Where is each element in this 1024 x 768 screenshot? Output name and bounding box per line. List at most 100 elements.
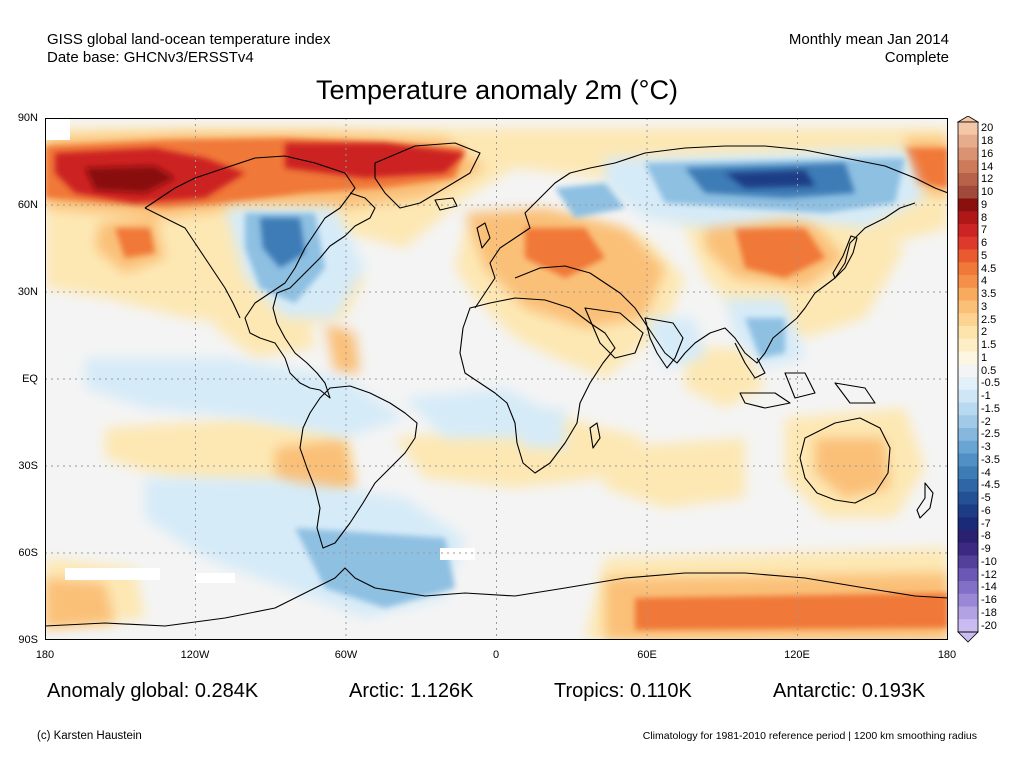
colorbar-swatch (958, 147, 978, 161)
stat-global: Anomaly global: 0.284K (47, 680, 259, 702)
colorbar-swatch (958, 530, 978, 544)
graticule (45, 118, 948, 640)
coastlines (45, 142, 948, 627)
colorbar-label: -2.5 (981, 428, 1000, 441)
colorbar-swatch (958, 236, 978, 250)
colorbar-label: -18 (981, 606, 997, 619)
period-label: Monthly mean Jan 2014 (788, 31, 949, 48)
colorbar-label: 20 (981, 122, 994, 135)
colorbar-swatch (958, 198, 978, 212)
lat-label-90n: 90N (17, 112, 38, 124)
lon-label-180e: 180 (937, 649, 957, 661)
colorbar-label: -1.5 (981, 402, 1000, 415)
colorbar-label: 16 (981, 147, 994, 160)
colorbar-label: -12 (981, 568, 997, 581)
lon-label-60e: 60E (637, 649, 657, 661)
colorbar-swatch (958, 275, 978, 289)
map-frame (45, 118, 948, 640)
stat-tropics: Tropics: 0.110K (554, 680, 692, 702)
colorbar-label: -8 (981, 530, 991, 543)
colorbar-swatch (958, 211, 978, 225)
colorbar-label: 5 (981, 249, 988, 262)
colorbar-swatch (958, 262, 978, 276)
lon-label-0: 0 (492, 649, 500, 661)
colorbar-cap-top (956, 116, 980, 123)
lat-label-30s: 30S (18, 460, 38, 472)
colorbar-swatch (958, 122, 978, 136)
colorbar-label: 1.5 (981, 339, 997, 352)
data-base-label: Date base: GHCNv3/ERSSTv4 (47, 49, 254, 66)
colorbar-swatch (958, 389, 978, 403)
colorbar-label: -1 (981, 390, 991, 403)
colorbar-label: 3 (981, 300, 988, 313)
colorbar-label: 7 (981, 224, 988, 237)
colorbar-label: -4 (981, 466, 991, 479)
colorbar-label: 8 (981, 211, 988, 224)
colorbar-label: 12 (981, 173, 994, 186)
map-title: Temperature anomaly 2m (°C) (316, 75, 678, 105)
colorbar-label: 18 (981, 135, 994, 148)
lat-label-eq: EQ (22, 373, 38, 385)
colorbar-swatch (958, 517, 978, 531)
colorbar-label: 4 (981, 275, 988, 288)
colorbar-label: -7 (981, 517, 991, 530)
colorbar-swatch (958, 581, 978, 595)
colorbar-swatch (958, 224, 978, 238)
colorbar-label: 2 (981, 326, 988, 339)
colorbar-swatch (958, 453, 978, 467)
lon-label-120e: 120E (784, 649, 810, 661)
stat-arctic: Arctic: 1.126K (349, 680, 474, 702)
colorbar-swatch (958, 440, 978, 454)
credit-text: (c) Karsten Haustein (37, 730, 142, 742)
colorbar-label: -0.5 (981, 377, 1000, 390)
dataset-title: GISS global land-ocean temperature index (47, 31, 331, 48)
colorbar-swatch (958, 619, 978, 633)
colorbar-label: 6 (981, 237, 988, 250)
colorbar-label: -14 (981, 581, 997, 594)
climatology-note: Climatology for 1981-2010 reference peri… (642, 730, 977, 742)
colorbar-label: -16 (981, 594, 997, 607)
lat-label-90s: 90S (18, 634, 38, 646)
colorbar-label: 3.5 (981, 288, 997, 301)
colorbar-label: 0.5 (981, 364, 997, 377)
colorbar (956, 116, 980, 643)
colorbar-swatch (958, 428, 978, 442)
colorbar-label: -4.5 (981, 479, 1000, 492)
colorbar-swatch (958, 326, 978, 340)
colorbar-label: -2 (981, 415, 991, 428)
colorbar-swatch (958, 491, 978, 505)
colorbar-swatch (958, 568, 978, 582)
colorbar-swatch (958, 606, 978, 620)
colorbar-swatch (958, 173, 978, 187)
colorbar-cap-bottom (957, 631, 979, 643)
colorbar-swatch (958, 479, 978, 493)
colorbar-swatch (958, 185, 978, 199)
colorbar-swatch (958, 134, 978, 148)
colorbar-label: 4.5 (981, 262, 997, 275)
colorbar-swatch (958, 555, 978, 569)
lat-label-30n: 30N (17, 286, 38, 298)
lon-label-180w: 180 (35, 649, 55, 661)
colorbar-swatch (958, 313, 978, 327)
colorbar-swatch (958, 377, 978, 391)
colorbar-swatch (958, 402, 978, 416)
colorbar-swatch (958, 415, 978, 429)
temperature-anomaly-map (45, 118, 948, 640)
colorbar-swatch (958, 504, 978, 518)
colorbar-swatch (958, 364, 978, 378)
colorbar-label: -5 (981, 492, 991, 505)
lat-label-60s: 60S (18, 547, 38, 559)
colorbar-swatch (958, 466, 978, 480)
colorbar-label: 14 (981, 160, 994, 173)
colorbar-label: -6 (981, 504, 991, 517)
colorbar-label: -10 (981, 555, 997, 568)
lat-label-60n: 60N (17, 199, 38, 211)
colorbar-label: -3.5 (981, 453, 1000, 466)
colorbar-label: 9 (981, 198, 988, 211)
colorbar-label: -3 (981, 441, 991, 454)
colorbar-swatch (958, 249, 978, 263)
colorbar-swatch (958, 160, 978, 174)
colorbar-swatch (958, 338, 978, 352)
colorbar-label: 10 (981, 186, 994, 199)
lon-label-60w: 60W (334, 649, 358, 661)
